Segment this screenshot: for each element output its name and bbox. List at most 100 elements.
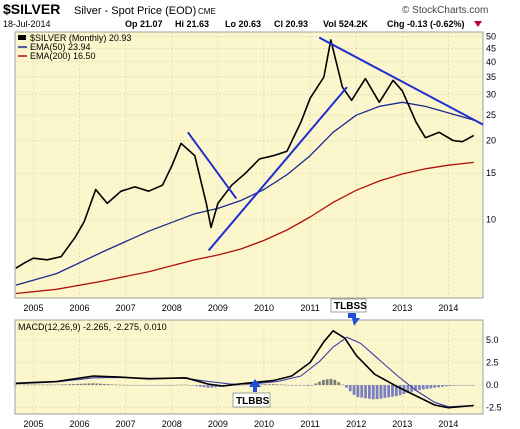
macd-histogram-bar <box>18 384 22 386</box>
macd-histogram-bar <box>241 384 245 386</box>
tlbbs-arrow-icon <box>249 379 261 392</box>
macd-histogram-bar <box>398 385 402 396</box>
macd-y-tick-label: 2.5 <box>486 357 499 367</box>
tlbss-arrow-icon <box>348 313 360 326</box>
macd-histogram-bar <box>356 385 360 398</box>
macd-histogram-bar <box>118 384 122 386</box>
macd-histogram-bar <box>325 379 329 386</box>
macd-histogram-bar <box>168 385 172 386</box>
down-triangle-icon <box>474 21 482 27</box>
macd-y-ticks: -2.5 0.0 2.5 5.0 <box>486 335 502 413</box>
macd-histogram-bar <box>321 379 325 386</box>
macd-histogram-bar <box>175 384 179 386</box>
price-y-tick-label: 45 <box>486 43 496 53</box>
macd-x-tick-label: 2009 <box>208 419 228 429</box>
open-value: Op 21.07 <box>125 19 163 29</box>
macd-histogram-bar <box>310 385 314 386</box>
macd-histogram-bar <box>41 384 45 386</box>
macd-histogram-bar <box>394 385 398 397</box>
macd-histogram-bar <box>437 385 440 388</box>
macd-histogram-bar <box>60 384 64 386</box>
price-x-tick-label: 2009 <box>208 303 228 313</box>
macd-histogram-bar <box>295 385 298 386</box>
macd-histogram-bar <box>433 385 437 388</box>
macd-histogram-bar <box>52 384 56 386</box>
macd-histogram-bar <box>245 384 248 386</box>
macd-histogram-bar <box>417 385 421 391</box>
macd-histogram-bar <box>110 384 114 386</box>
price-x-tick-label: 2014 <box>438 303 458 313</box>
change-value: Chg -0.13 (-0.62%) <box>387 19 465 29</box>
macd-histogram-bar <box>279 384 283 386</box>
price-lines <box>15 39 475 295</box>
macd-histogram-bar <box>183 384 187 386</box>
macd-histogram-bar <box>179 384 183 386</box>
tlbss-label: TLBSS <box>334 301 367 312</box>
macd-histogram-bar <box>387 385 391 398</box>
macd-x-ticks: 2005 2006 2007 2008 2009 2010 2011 2012 2013 2014 <box>23 419 458 429</box>
macd-histogram-bar <box>33 384 37 386</box>
macd-histogram-bar <box>72 383 75 386</box>
macd-histogram-bar <box>271 384 275 386</box>
macd-histogram-bar <box>391 385 394 397</box>
macd-histogram-bar <box>195 385 198 387</box>
macd-histogram-bar <box>99 383 102 386</box>
price-y-tick-label: 20 <box>486 136 496 146</box>
macd-histogram-bar <box>56 384 60 386</box>
macd-histogram-bar <box>133 385 137 386</box>
macd-histogram-bar <box>187 385 191 386</box>
macd-y-tick-label: 0.0 <box>486 380 499 390</box>
legend-price-label: $SILVER (Monthly) 20.93 <box>30 33 131 43</box>
macd-histogram-bar <box>214 385 218 388</box>
macd-histogram-bar <box>206 385 210 388</box>
macd-histogram-bar <box>344 385 348 388</box>
macd-histogram-bar <box>364 385 367 399</box>
legend-ema200-label: EMA(200) 16.50 <box>30 51 96 61</box>
macd-y-tick-label: -2.5 <box>486 403 502 413</box>
trendline <box>318 36 484 126</box>
price-x-tick-label: 2008 <box>162 303 182 313</box>
macd-histogram-bar <box>287 384 291 386</box>
close-value: Cl 20.93 <box>274 19 308 29</box>
macd-histogram-bar <box>314 383 318 386</box>
macd-histogram-bar <box>368 385 371 399</box>
macd-lines <box>15 329 474 409</box>
macd-y-tick-label: 5.0 <box>486 335 499 345</box>
price-y-tick-label: 30 <box>486 89 496 99</box>
macd-histogram-bar <box>91 383 95 386</box>
macd-histogram-bar <box>268 384 271 386</box>
macd-histogram-bar <box>83 383 87 386</box>
watermark: © StockCharts.com <box>402 5 488 16</box>
macd-histogram-bar <box>452 385 456 386</box>
macd-histogram-bar <box>375 385 379 400</box>
price-x-tick-label: 2006 <box>70 303 90 313</box>
macd-histogram-bar <box>114 384 118 386</box>
macd-histogram-bar <box>306 385 310 386</box>
macd-histogram-bar <box>164 385 168 386</box>
macd-histogram-bar <box>79 383 83 386</box>
instrument-name: Silver - Spot Price (EOD) <box>74 5 196 17</box>
price-y-tick-label: 40 <box>486 57 496 67</box>
macd-histogram-bar <box>202 385 206 388</box>
macd-histogram-bar <box>191 385 195 386</box>
macd-histogram-bar <box>198 385 202 387</box>
macd-histogram-bar <box>448 385 452 386</box>
macd-x-tick-label: 2011 <box>300 419 319 429</box>
macd-histogram-bar <box>233 385 237 386</box>
annotation-tlbbs: TLBBS <box>232 379 271 408</box>
macd-histogram-bar <box>291 385 294 386</box>
macd-x-tick-label: 2008 <box>162 419 182 429</box>
macd-histogram-bar <box>460 385 464 386</box>
macd-histogram-bar <box>172 384 175 386</box>
macd-histogram-bar <box>122 384 125 386</box>
macd-histogram-bar <box>410 385 414 392</box>
macd-histogram-bar <box>87 383 91 386</box>
macd-x-tick-label: 2010 <box>254 419 274 429</box>
macd-histogram-bar <box>260 384 264 386</box>
macd-histogram-bar <box>352 385 356 395</box>
price-legend: $SILVER (Monthly) 20.93 EMA(50) 23.94 EM… <box>18 33 131 61</box>
silver-price-line <box>15 39 475 269</box>
legend-ema50-label: EMA(50) 23.94 <box>30 42 91 52</box>
macd-histogram-bar <box>471 385 475 386</box>
